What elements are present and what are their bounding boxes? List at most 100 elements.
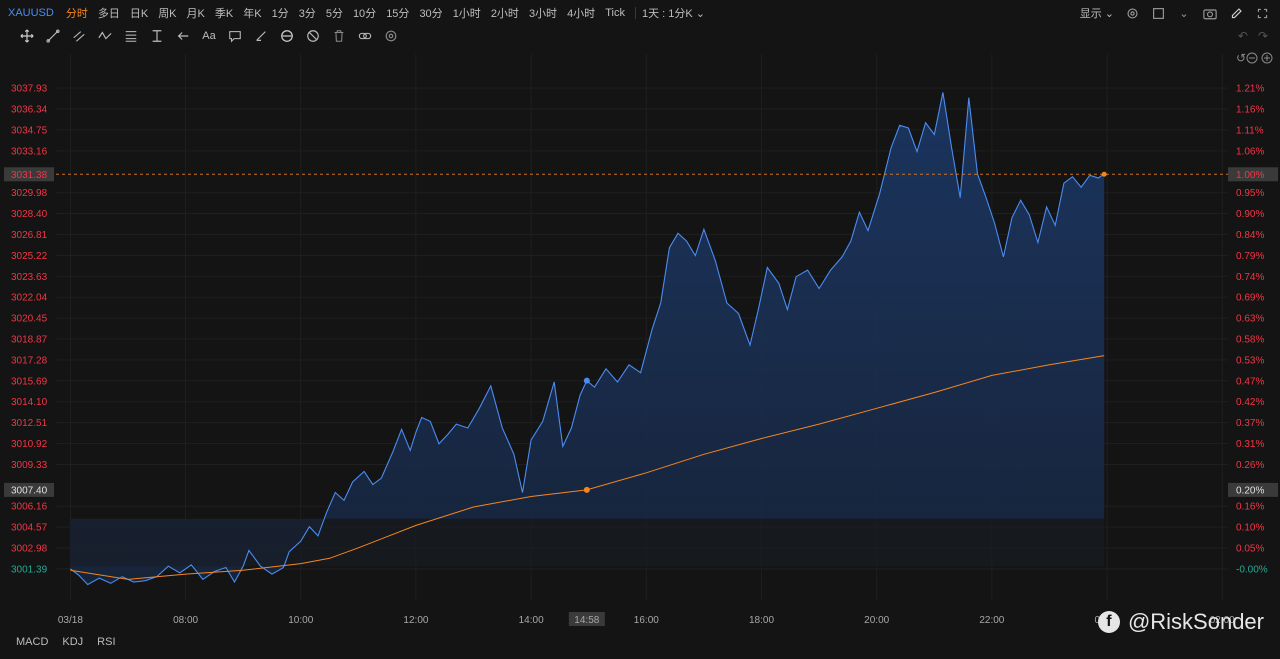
y-tick-left: 3022.04 xyxy=(11,293,48,304)
y-tick-left: 3012.51 xyxy=(11,418,48,429)
watermark: f @RiskSonder xyxy=(1097,609,1264,635)
y-tick-right: 0.47% xyxy=(1236,376,1264,387)
timeframe-4[interactable]: 月K xyxy=(186,8,205,20)
y-tick-left: 3014.10 xyxy=(11,397,48,408)
y-tick-right: 0.58% xyxy=(1236,334,1264,345)
range-selector-label: 1天 : 1分K xyxy=(641,8,693,20)
magnet-icon[interactable] xyxy=(276,27,298,45)
y-tick-right: 0.63% xyxy=(1236,314,1264,325)
y-tick-right: 0.69% xyxy=(1236,293,1264,304)
y-tick-left: 3031.38 xyxy=(11,170,48,181)
settings-icon[interactable] xyxy=(1124,5,1140,21)
chart-markers xyxy=(56,171,1228,493)
y-tick-left: 3037.93 xyxy=(11,84,48,95)
timeframe-17[interactable]: Tick xyxy=(605,7,625,19)
time-axis: 03/18 08:00 10:00 12:00 14:00 14:58 16:00 18:00… xyxy=(58,612,1235,626)
timeframe-6[interactable]: 年K xyxy=(243,8,262,20)
timeframe-3[interactable]: 周K xyxy=(158,8,177,20)
timeframe-7[interactable]: 1分 xyxy=(271,8,289,20)
delete-icon[interactable] xyxy=(328,27,350,45)
right-percent-axis: 1.21% 1.16% 1.11% 1.06% 1.00% 0.95% 0.90% 0.84%… xyxy=(1228,84,1278,575)
timeframe-1[interactable]: 多日 xyxy=(97,8,120,20)
series-lines xyxy=(70,92,1105,586)
divider xyxy=(634,7,636,19)
drawing-settings-icon[interactable] xyxy=(380,27,402,45)
y-tick-left: 3023.63 xyxy=(11,272,48,283)
y-tick-right: 1.16% xyxy=(1236,105,1264,116)
y-tick-left: 3036.34 xyxy=(11,105,48,116)
text-tool-icon[interactable]: Aa xyxy=(202,30,216,42)
measure-icon[interactable] xyxy=(146,27,168,45)
symbol-label[interactable]: XAUUSD xyxy=(8,7,54,19)
timeframe-9[interactable]: 5分 xyxy=(325,8,343,20)
x-tick-label: 02:00 xyxy=(1210,615,1235,626)
x-tick-label: 22:00 xyxy=(979,615,1004,626)
undo-icon[interactable]: ↶ xyxy=(1237,29,1248,43)
area-lower-band xyxy=(70,518,1105,567)
pattern-icon[interactable] xyxy=(94,27,116,45)
display-dropdown[interactable]: 显示 ⌄ xyxy=(1080,5,1114,21)
timeframe-2[interactable]: 日K xyxy=(129,8,149,20)
chevron-down-icon: ⌄ xyxy=(1104,8,1114,20)
expand-icon[interactable] xyxy=(1254,5,1270,21)
redo-icon[interactable]: ↷ xyxy=(1257,29,1268,43)
y-tick-left: 3028.40 xyxy=(11,209,48,220)
y-tick-left: 3009.33 xyxy=(11,460,48,471)
right-label-bg xyxy=(1228,482,1278,497)
zoom-out-icon[interactable] xyxy=(1246,52,1258,64)
hide-drawings-icon[interactable] xyxy=(302,27,324,45)
arrow-icon[interactable] xyxy=(172,27,194,45)
y-tick-right: 1.21% xyxy=(1236,84,1264,95)
fibonacci-icon[interactable] xyxy=(120,27,142,45)
indicator-macd[interactable]: MACD xyxy=(16,636,49,648)
timeframe-15[interactable]: 3小时 xyxy=(528,8,558,20)
y-tick-right: 1.06% xyxy=(1236,146,1264,157)
trend-line-icon[interactable] xyxy=(42,27,64,45)
y-tick-left: 3026.81 xyxy=(11,230,48,241)
reset-icon[interactable]: ↺ xyxy=(1236,51,1246,65)
y-tick-right: -0.00% xyxy=(1236,564,1268,575)
timeframe-10[interactable]: 10分 xyxy=(352,8,377,20)
timeframe-0[interactable]: 分时 xyxy=(65,8,88,20)
facebook-icon: f xyxy=(1097,611,1120,633)
price-chart[interactable]: 3037.93 3036.34 3034.75 3033.16 3031.38 3029.… xyxy=(0,46,1280,631)
move-crosshair-icon[interactable] xyxy=(16,27,38,45)
crosshair-time-bg xyxy=(568,612,605,626)
pen-icon[interactable] xyxy=(1228,5,1244,21)
chevron-down-icon[interactable]: ⌄ xyxy=(1179,7,1189,20)
zoom-in-icon[interactable] xyxy=(1261,52,1273,64)
y-tick-left: 3034.75 xyxy=(11,125,48,136)
timeframe-11[interactable]: 15分 xyxy=(386,8,410,20)
y-tick-left: 3025.22 xyxy=(11,251,48,262)
channel-icon[interactable] xyxy=(68,27,90,45)
right-label-bg xyxy=(1228,167,1278,182)
timeframe-12[interactable]: 30分 xyxy=(419,8,443,20)
y-tick-right: 0.74% xyxy=(1236,272,1264,283)
indicator-rsi[interactable]: RSI xyxy=(97,636,116,648)
y-tick-right: 0.31% xyxy=(1236,439,1264,450)
y-tick-right: 0.16% xyxy=(1236,502,1264,513)
y-tick-right: 1.00% xyxy=(1236,170,1264,181)
y-tick-right: 0.26% xyxy=(1236,460,1264,471)
x-tick-label: 14:00 xyxy=(519,615,544,626)
indicator-kdj[interactable]: KDJ xyxy=(62,636,84,648)
x-tick-label: 10:00 xyxy=(288,615,313,626)
link-icon[interactable] xyxy=(354,27,376,45)
timeframe-14[interactable]: 2小时 xyxy=(490,8,519,20)
y-tick-left: 3017.28 xyxy=(11,355,48,366)
display-label: 显示 xyxy=(1079,8,1102,20)
range-selector[interactable]: 1天 : 1分K ⌄ xyxy=(642,5,705,21)
timeframe-8[interactable]: 3分 xyxy=(298,8,316,20)
layout-checkbox-icon[interactable] xyxy=(1150,5,1166,21)
timeframe-16[interactable]: 4小时 xyxy=(567,8,596,20)
y-tick-right: 0.37% xyxy=(1236,418,1264,429)
brush-icon[interactable] xyxy=(250,27,272,45)
left-price-axis: 3037.93 3036.34 3034.75 3033.16 3031.38 3029.… xyxy=(4,84,54,575)
comment-icon[interactable] xyxy=(224,27,246,45)
y-tick-left: 3018.87 xyxy=(11,334,48,345)
average-line xyxy=(70,355,1105,580)
timeframe-13[interactable]: 1小时 xyxy=(452,8,481,20)
timeframe-5[interactable]: 季K xyxy=(214,8,234,20)
camera-icon[interactable] xyxy=(1202,5,1218,21)
price-area xyxy=(70,92,1105,585)
